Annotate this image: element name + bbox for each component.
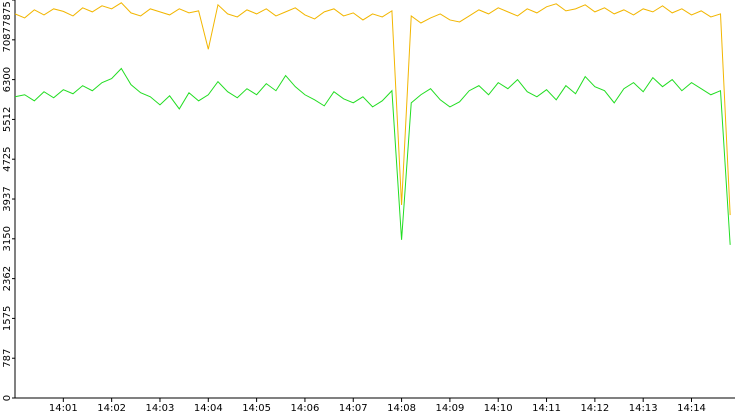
series-line [14, 67, 731, 245]
y-tick-label: 1575 [2, 306, 13, 331]
x-tick-label: 14:14 [677, 403, 706, 414]
x-tick-label: 14:08 [387, 403, 416, 414]
x-tick-label: 14:09 [435, 403, 464, 414]
x-tick-label: 14:06 [291, 403, 320, 414]
y-tick-label: 7087 [2, 27, 13, 52]
x-tick-label: 14:04 [194, 403, 223, 414]
x-tick-label: 14:12 [580, 403, 609, 414]
x-tick-label: 14:01 [49, 403, 78, 414]
y-tick-label: 5512 [2, 107, 13, 132]
x-tick-label: 14:11 [532, 403, 561, 414]
x-tick-label: 14:05 [242, 403, 271, 414]
y-tick-label: 6300 [2, 67, 13, 92]
y-tick-label: 4725 [2, 146, 13, 171]
y-tick-label: 3937 [2, 186, 13, 211]
y-tick-label: 0 [2, 395, 13, 401]
x-tick-label: 14:03 [146, 403, 175, 414]
y-tick-label: 3150 [2, 226, 13, 251]
y-tick-label: 2362 [2, 266, 13, 291]
x-tick-label: 14:02 [97, 403, 126, 414]
y-tick-label: 7875 [2, 1, 13, 26]
y-tick-label: 787 [2, 349, 13, 368]
series-line [14, 2, 731, 216]
x-tick-label: 14:07 [339, 403, 368, 414]
x-tick-label: 14:10 [484, 403, 513, 414]
x-tick-label: 14:13 [629, 403, 658, 414]
